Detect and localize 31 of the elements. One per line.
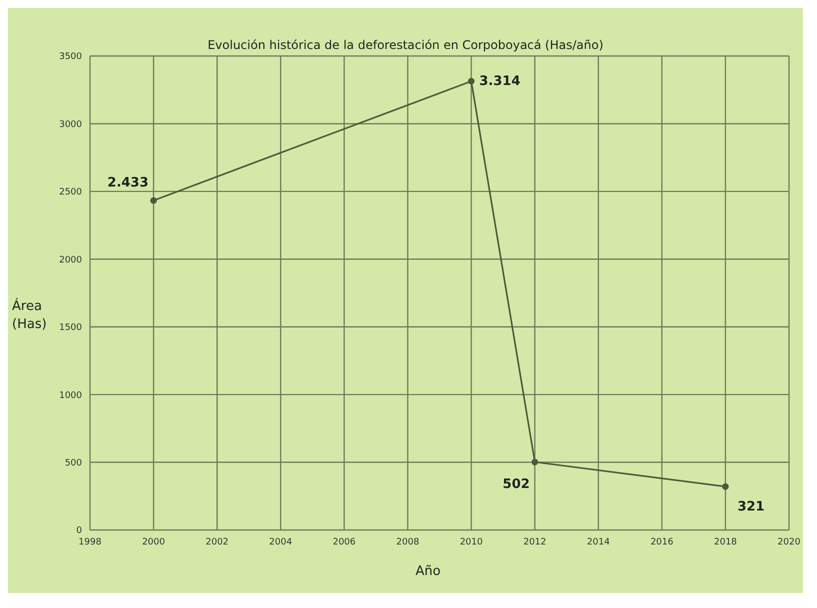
x-tick-label: 2004: [269, 537, 292, 548]
x-tick-label: 2010: [460, 537, 483, 548]
y-tick-label: 1500: [59, 323, 82, 334]
x-tick-label: 2020: [778, 537, 801, 548]
x-tick-label: 2012: [523, 537, 546, 548]
x-tick-label: 2016: [650, 537, 674, 548]
x-tick-label: 1998: [78, 537, 102, 548]
x-tick-label: 2014: [586, 537, 610, 548]
y-tick-label: 3000: [59, 120, 82, 130]
point: [722, 483, 729, 490]
point: [532, 458, 538, 466]
point: [468, 78, 475, 84]
data-label: 2.433: [107, 176, 149, 190]
data-label: 321: [737, 500, 765, 515]
chart-title: Evolución histórica de la deforestación en Corpoboyacá (Has/año): [206, 38, 604, 52]
y-tick-label: 3500: [59, 52, 82, 62]
x-axis-title: Año: [414, 564, 442, 579]
x-tick-label: 2000: [142, 537, 166, 548]
data-label: 502: [502, 477, 530, 492]
x-tick-label: 2018: [714, 537, 738, 548]
y-axis-title: Área (Has): [12, 298, 47, 334]
x-tick-label: 2006: [332, 537, 356, 548]
y-tick-label: 500: [64, 458, 82, 468]
y-tick-label: 0: [76, 526, 82, 536]
y-tick-label: 1000: [59, 390, 82, 401]
x-tick-label: 2002: [206, 537, 229, 548]
y-tick-label: 2000: [59, 255, 82, 266]
y-tick-label: 2500: [59, 188, 82, 198]
data-label: 3.314: [479, 74, 520, 90]
point: [150, 197, 157, 204]
x-tick-label: 2008: [396, 537, 420, 548]
